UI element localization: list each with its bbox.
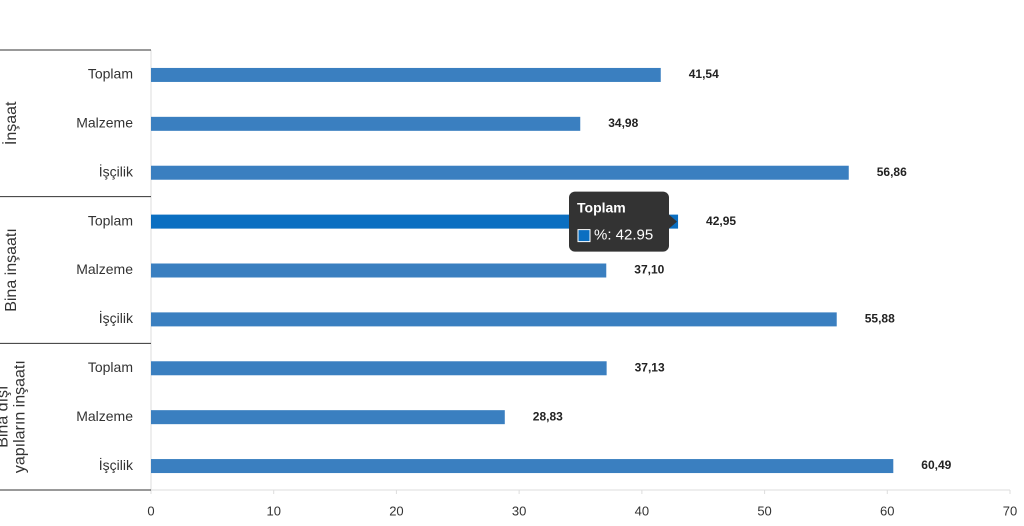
group-label: Bina dışı	[0, 386, 12, 448]
bar	[151, 410, 505, 425]
value-label: 55,88	[865, 312, 895, 326]
tooltip-text: %: 42.95	[594, 227, 653, 244]
bar	[151, 312, 837, 327]
tooltip-box	[569, 191, 669, 252]
tooltip-arrow	[669, 214, 677, 229]
group-label: Bina inşaatı	[3, 228, 20, 312]
x-tick-label: 0	[147, 503, 154, 518]
value-label: 37,10	[634, 263, 664, 277]
y-tick-label: İşçilik	[99, 456, 134, 473]
bar	[151, 165, 849, 180]
bar	[151, 214, 679, 229]
bar	[151, 67, 661, 82]
value-label: 37,13	[635, 360, 665, 374]
x-tick-label: 30	[512, 503, 526, 518]
x-tick-label: 40	[635, 503, 649, 518]
y-tick-label: İşçilik	[99, 309, 134, 326]
x-tick-label: 20	[389, 503, 403, 518]
y-tick-label: İşçilik	[99, 162, 134, 179]
bar	[151, 116, 581, 131]
value-label: 56,86	[877, 165, 907, 179]
tooltip-swatch	[577, 229, 591, 243]
y-tick-label: Malzeme	[76, 408, 133, 424]
x-tick-label: 50	[757, 503, 771, 518]
value-label: 28,83	[533, 409, 563, 423]
tooltip-title: Toplam	[577, 199, 626, 215]
x-tick-label: 70	[1003, 503, 1017, 518]
bar	[151, 263, 607, 278]
value-label: 34,98	[608, 116, 638, 130]
x-tick-label: 60	[880, 503, 894, 518]
bar	[151, 459, 894, 474]
tooltip: Toplam %: 42.95	[569, 191, 677, 252]
value-label: 41,54	[689, 67, 719, 81]
y-tick-label: Malzeme	[76, 261, 133, 277]
value-label: 60,49	[921, 458, 951, 472]
y-tick-label: Malzeme	[76, 115, 133, 131]
bar	[151, 361, 607, 376]
y-tick-label: Toplam	[88, 66, 133, 82]
group-label: İnşaat	[1, 101, 20, 145]
y-tick-label: Toplam	[88, 359, 133, 375]
x-tick-label: 10	[266, 503, 280, 518]
value-label: 42,95	[706, 214, 736, 228]
group-label: yapıların inşaatı	[12, 360, 29, 473]
y-tick-label: Toplam	[88, 212, 133, 228]
